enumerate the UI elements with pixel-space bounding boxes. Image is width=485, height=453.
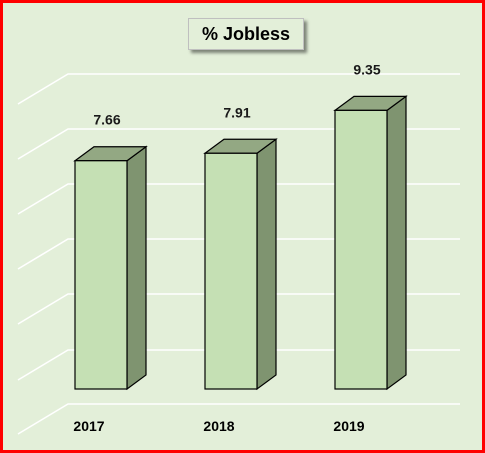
bar-front xyxy=(334,109,388,390)
gridlines xyxy=(17,73,460,435)
bar-2018 xyxy=(203,138,278,391)
gridline xyxy=(17,128,460,160)
bars xyxy=(73,95,408,391)
gridline xyxy=(17,238,460,270)
category-label: 2019 xyxy=(333,418,364,434)
bar-side xyxy=(126,145,147,391)
chart-title: % Jobless xyxy=(188,18,304,50)
value-labels: 7.66 7.91 9.35 xyxy=(93,61,380,127)
bar-2019 xyxy=(333,95,408,391)
value-label: 9.35 xyxy=(353,61,380,77)
value-label: 7.91 xyxy=(223,104,250,120)
category-labels: 2017 2018 2019 xyxy=(73,418,364,434)
bar-front xyxy=(74,160,128,390)
category-label: 2018 xyxy=(203,418,234,434)
category-label: 2017 xyxy=(73,418,104,434)
bar-side xyxy=(386,95,407,391)
bar-side xyxy=(256,138,277,391)
gridline xyxy=(17,183,460,215)
value-label: 7.66 xyxy=(93,112,120,128)
bar-front xyxy=(204,152,258,390)
bar-2017 xyxy=(73,145,148,391)
gridline xyxy=(17,403,460,435)
gridline xyxy=(17,293,460,325)
gridline xyxy=(17,73,460,105)
gridline xyxy=(17,349,460,381)
